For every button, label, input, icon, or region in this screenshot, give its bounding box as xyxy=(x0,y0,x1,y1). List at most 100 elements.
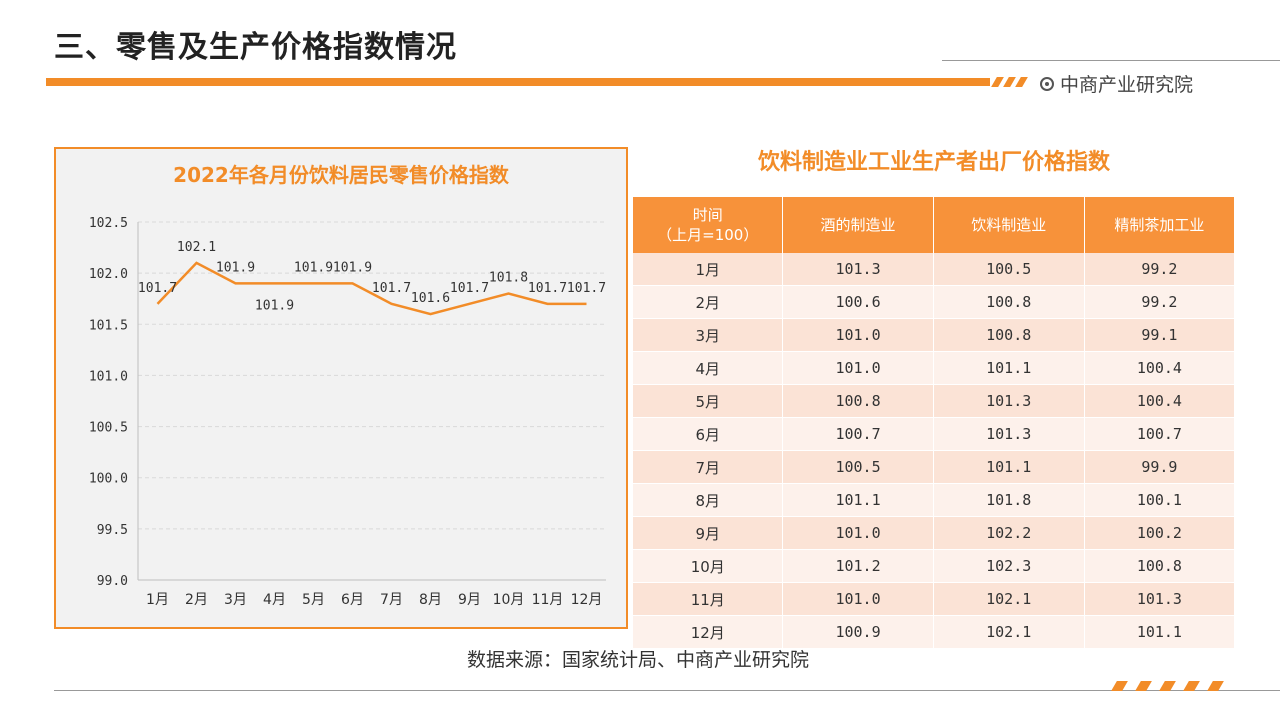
table-row: 1月 101.3 100.5 99.2 xyxy=(633,253,1234,286)
table-cell: 101.0 xyxy=(782,318,934,352)
table-cell: 102.1 xyxy=(933,582,1085,616)
table-row: 3月 101.0 100.8 99.1 xyxy=(633,318,1234,352)
x-tick-label: 6月 xyxy=(341,592,364,608)
table-cell: 100.5 xyxy=(933,253,1085,286)
table-cell: 101.8 xyxy=(933,483,1085,517)
data-label: 101.9 xyxy=(216,260,255,275)
table-cell: 3月 xyxy=(633,318,784,352)
table-cell: 100.4 xyxy=(1084,351,1234,385)
footer-divider-line xyxy=(54,690,1280,691)
x-tick-label: 11月 xyxy=(532,592,564,608)
table-cell: 101.0 xyxy=(782,516,934,550)
table-header-cell: 时间 （上月=100） xyxy=(633,197,784,253)
table-header-cell: 饮料制造业 xyxy=(933,197,1085,253)
y-tick-label: 100.0 xyxy=(89,472,128,487)
table-cell: 101.1 xyxy=(933,450,1085,484)
table-cell: 101.2 xyxy=(782,549,934,583)
data-label: 101.7 xyxy=(138,281,177,296)
table-cell: 101.3 xyxy=(933,384,1085,418)
table-cell: 7月 xyxy=(633,450,784,484)
table-cell: 100.8 xyxy=(782,384,934,418)
data-label: 102.1 xyxy=(177,240,216,255)
table-cell: 100.1 xyxy=(1084,483,1234,517)
data-label: 101.7 xyxy=(450,281,489,296)
table-cell: 100.2 xyxy=(1084,516,1234,550)
brand-circle-icon xyxy=(1040,76,1054,91)
table-cell: 101.1 xyxy=(933,351,1085,385)
x-tick-label: 10月 xyxy=(493,592,525,608)
table-row: 9月 101.0 102.2 100.2 xyxy=(633,516,1234,550)
data-source-note: 数据来源：国家统计局、中商产业研究院 xyxy=(467,649,810,671)
table-header-cell: 酒的制造业 xyxy=(782,197,934,253)
y-tick-label: 101.0 xyxy=(89,369,128,384)
header-divider-line xyxy=(942,60,1280,61)
table-row: 7月 100.5 101.1 99.9 xyxy=(633,450,1234,484)
data-label: 101.8 xyxy=(489,271,528,286)
table-row: 10月 101.2 102.3 100.8 xyxy=(633,549,1234,583)
table-cell: 101.1 xyxy=(782,483,934,517)
x-tick-label: 4月 xyxy=(263,592,286,608)
price-index-table: 时间 （上月=100） 酒的制造业 饮料制造业 精制茶加工业 1月 101.3 100.5 9… xyxy=(633,197,1234,649)
table-cell: 10月 xyxy=(633,549,784,583)
line-chart: 99.0 99.5 100.0 100.5 101.0 101.5 102.0 102.5 1月… xyxy=(89,216,606,608)
table-cell: 1月 xyxy=(633,253,784,286)
table-cell: 12月 xyxy=(633,615,784,649)
table-cell: 100.8 xyxy=(1084,549,1234,583)
x-tick-label: 5月 xyxy=(302,592,325,608)
table-cell: 102.1 xyxy=(933,615,1085,649)
table-cell: 102.2 xyxy=(933,516,1085,550)
data-label: 101.9 xyxy=(255,298,294,313)
x-tick-label: 2月 xyxy=(185,592,208,608)
x-tick-label: 9月 xyxy=(458,592,481,608)
y-tick-label: 99.5 xyxy=(97,523,128,538)
chart-title: 2022年各月份饮料居民零售价格指数 xyxy=(173,163,509,187)
y-tick-label: 101.5 xyxy=(89,318,128,333)
table-header-cell: 精制茶加工业 xyxy=(1084,197,1234,253)
table-cell: 9月 xyxy=(633,516,784,550)
series-line xyxy=(156,261,587,316)
table-cell: 100.5 xyxy=(782,450,934,484)
table-cell: 101.3 xyxy=(933,417,1085,451)
data-label: 101.9 xyxy=(333,260,372,275)
data-label: 101.9 xyxy=(294,260,333,275)
table-header-row: 时间 （上月=100） 酒的制造业 饮料制造业 精制茶加工业 xyxy=(633,197,1234,253)
table-cell: 6月 xyxy=(633,417,784,451)
table-cell: 5月 xyxy=(633,384,784,418)
table-row: 6月 100.7 101.3 100.7 xyxy=(633,417,1234,451)
data-label: 101.6 xyxy=(411,291,450,306)
data-label: 101.7 xyxy=(567,281,606,296)
table-cell: 99.9 xyxy=(1084,450,1234,484)
table-cell: 11月 xyxy=(633,582,784,616)
table-cell: 4月 xyxy=(633,351,784,385)
line-chart-panel: 2022年各月份饮料居民零售价格指数 99.0 99.5 100.0 100.5 101… xyxy=(54,147,628,629)
page-title: 三、零售及生产价格指数情况 xyxy=(54,30,457,65)
x-tick-label: 1月 xyxy=(146,592,169,608)
table-cell: 99.2 xyxy=(1084,285,1234,319)
brand-logo: 中商产业研究院 xyxy=(1040,70,1193,97)
y-tick-label: 99.0 xyxy=(97,574,128,589)
table-cell: 100.8 xyxy=(933,285,1085,319)
table-cell: 101.3 xyxy=(782,253,934,286)
table-cell: 100.6 xyxy=(782,285,934,319)
table-row: 5月 100.8 101.3 100.4 xyxy=(633,384,1234,418)
x-tick-label: 3月 xyxy=(224,592,247,608)
table-cell: 99.2 xyxy=(1084,253,1234,286)
table-cell: 100.7 xyxy=(1084,417,1234,451)
header-stripes xyxy=(991,77,1032,87)
table-row: 11月 101.0 102.1 101.3 xyxy=(633,582,1234,616)
x-tick-label: 12月 xyxy=(571,592,603,608)
table-cell: 101.3 xyxy=(1084,582,1234,616)
table-row: 12月 100.9 102.1 101.1 xyxy=(633,615,1234,649)
x-tick-label: 7月 xyxy=(380,592,403,608)
table-cell: 2月 xyxy=(633,285,784,319)
table-row: 4月 101.0 101.1 100.4 xyxy=(633,351,1234,385)
y-tick-label: 102.0 xyxy=(89,267,128,282)
table-cell: 101.0 xyxy=(782,351,934,385)
table-cell: 101.1 xyxy=(1084,615,1234,649)
table-cell: 100.9 xyxy=(782,615,934,649)
brand-name: 中商产业研究院 xyxy=(1060,74,1194,96)
data-label: 101.7 xyxy=(372,281,411,296)
x-tick-label: 8月 xyxy=(419,592,442,608)
table-cell: 99.1 xyxy=(1084,318,1234,352)
table-row: 8月 101.1 101.8 100.1 xyxy=(633,483,1234,517)
